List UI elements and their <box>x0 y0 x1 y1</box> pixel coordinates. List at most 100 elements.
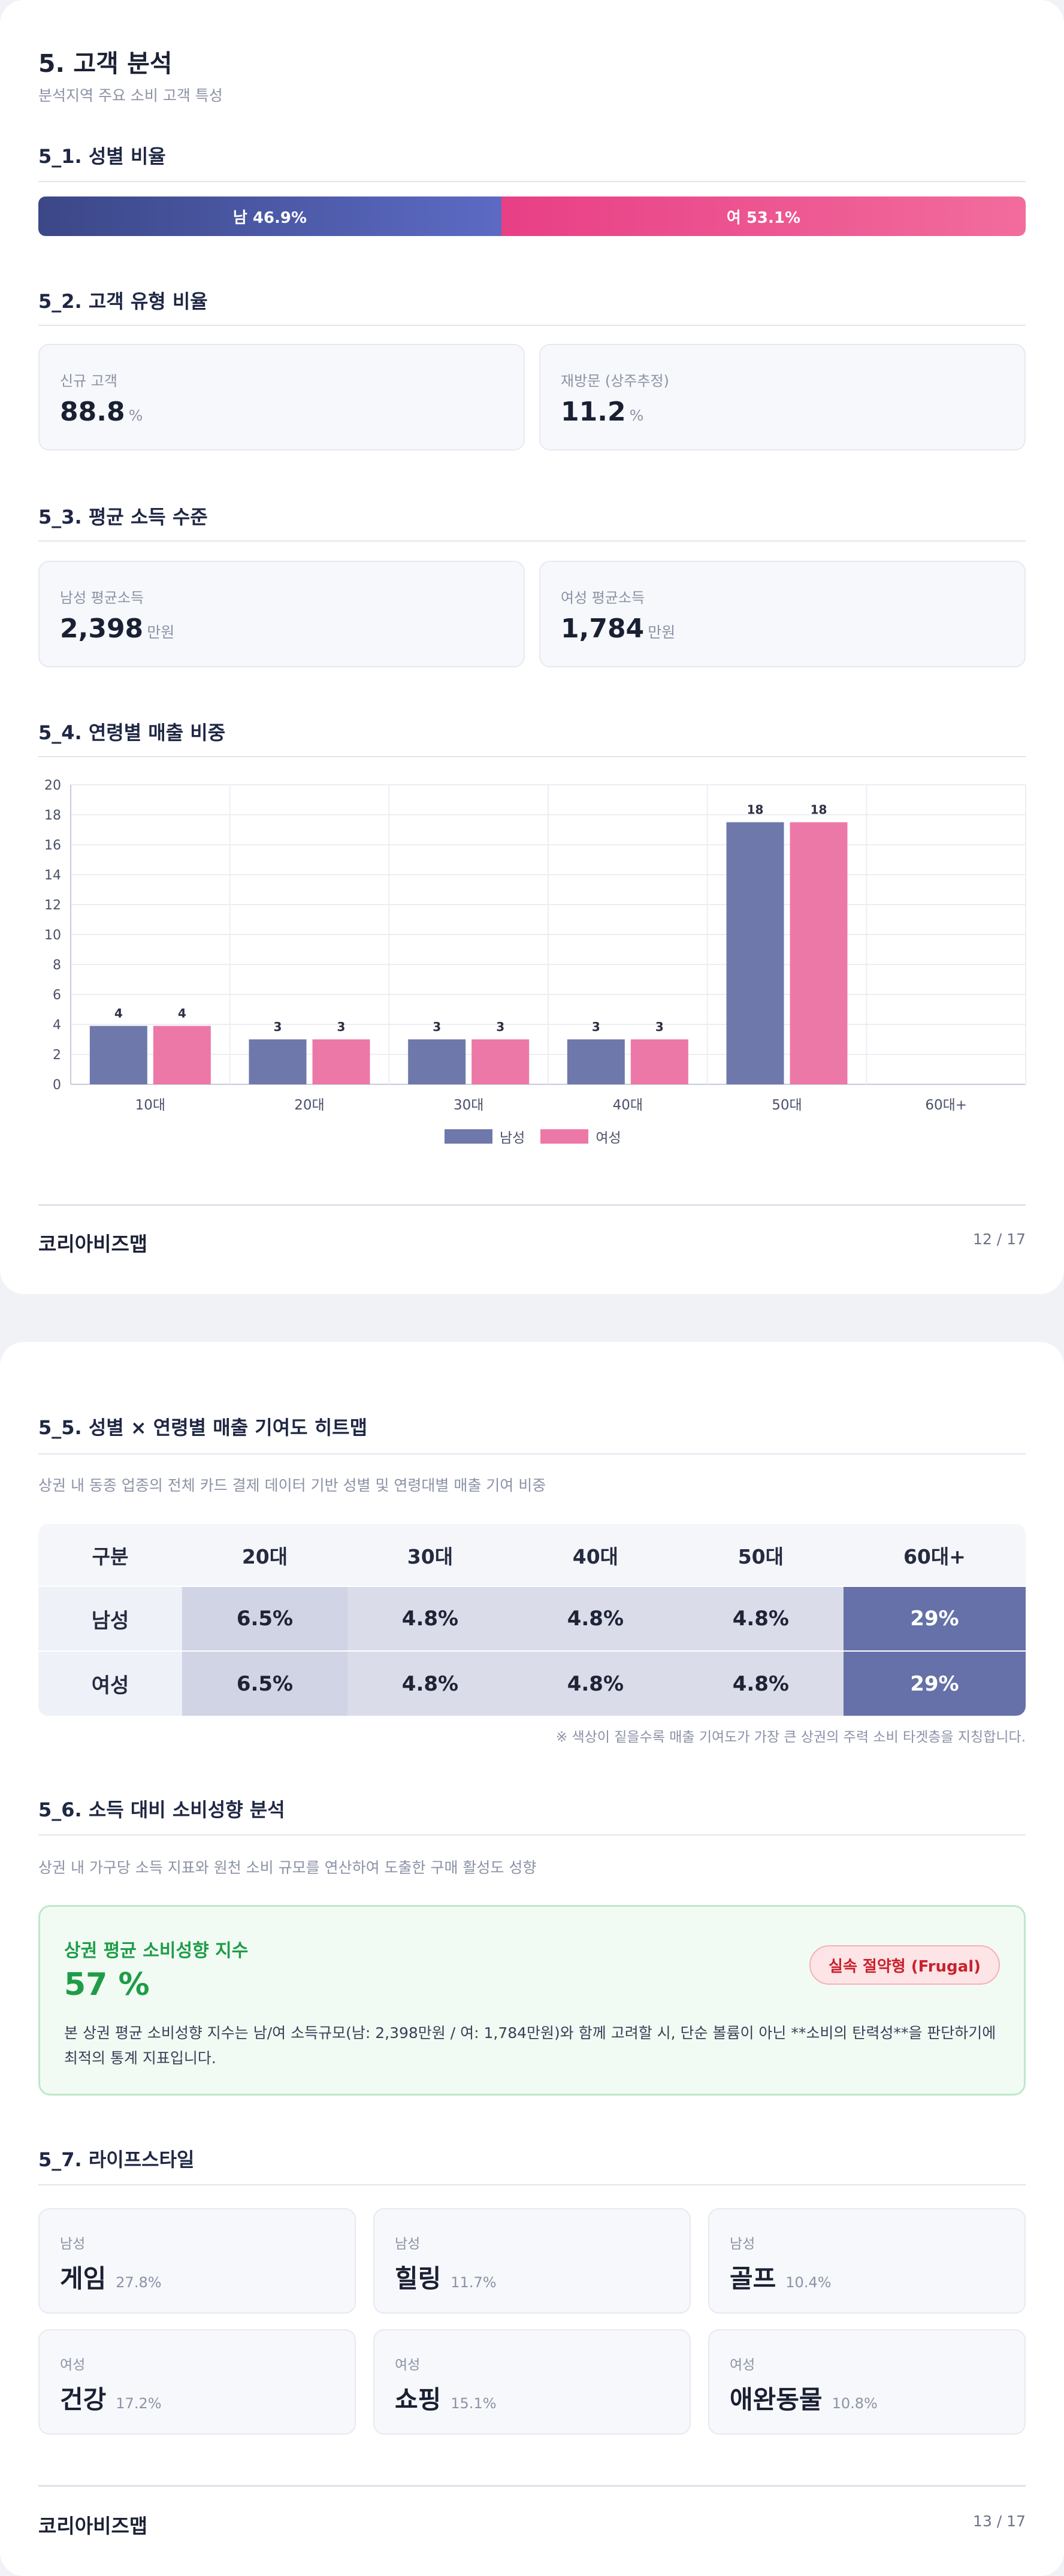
section-heading-heatmap: 5_5. 성별 × 연령별 매출 기여도 히트맵 <box>38 1416 368 1439</box>
x-tick-label: 10대 <box>135 1097 165 1113</box>
new-customer-card: 신규 고객 88.8% <box>38 344 525 451</box>
lifestyle-name: 게임 <box>60 2264 107 2293</box>
male-ratio-segment: 남 46.9% <box>38 196 501 236</box>
heatmap-cell: 4.8% <box>347 1586 513 1651</box>
page-subtitle: 분석지역 주요 소비 고객 특성 <box>38 87 223 104</box>
card-unit: % <box>629 407 644 424</box>
bar <box>249 1039 307 1084</box>
returning-customer-card: 재방문 (상주추정) 11.2% <box>539 344 1026 451</box>
y-tick-label: 2 <box>53 1048 61 1063</box>
card-value: 88.8 <box>60 397 125 427</box>
lifestyle-card: 남성 힐링 11.7% <box>373 2208 691 2314</box>
lifestyle-name: 골프 <box>730 2264 776 2293</box>
heatmap-cell: 6.5% <box>182 1650 347 1716</box>
gender-age-heatmap: 구분 20대 30대 40대 50대 60대+ 남성 6.5% 4.8% 4.8… <box>38 1524 1026 1716</box>
lifestyle-gender: 여성 <box>730 2357 755 2373</box>
card-unit: 만원 <box>147 624 175 641</box>
lifestyle-name: 쇼핑 <box>395 2385 442 2414</box>
y-tick-label: 16 <box>44 838 61 853</box>
bar <box>89 1026 147 1084</box>
section-description: 상권 내 동종 업종의 전체 카드 결제 데이터 기반 성별 및 연령대별 매출… <box>38 1477 546 1494</box>
card-unit: % <box>128 407 143 424</box>
female-ratio-segment: 여 53.1% <box>501 196 1026 236</box>
bar <box>153 1026 211 1084</box>
gender-ratio-bar: 남 46.9% 여 53.1% <box>38 196 1026 236</box>
bar <box>408 1039 466 1084</box>
section-heading-age-sales: 5_4. 연령별 매출 비중 <box>38 721 226 744</box>
bar <box>471 1039 530 1084</box>
report-page-13: 5_5. 성별 × 연령별 매출 기여도 히트맵 상권 내 동종 업종의 전체 … <box>0 1342 1064 2576</box>
legend-swatch <box>445 1129 492 1144</box>
data-label: 3 <box>496 1020 504 1034</box>
data-label: 3 <box>655 1020 664 1034</box>
card-label: 신규 고객 <box>60 373 117 389</box>
data-label: 3 <box>433 1020 441 1034</box>
lifestyle-gender: 남성 <box>60 2236 86 2252</box>
heatmap-cell: 29% <box>843 1586 1026 1651</box>
footer-brand: 코리아비즈맵 <box>38 1232 148 1256</box>
page-number: 13 / 17 <box>973 2512 1026 2530</box>
y-tick-label: 18 <box>44 808 61 823</box>
section-divider <box>38 756 1026 757</box>
card-unit: 만원 <box>648 624 676 641</box>
spending-type-badge: 실속 절약형 (Frugal) <box>809 1945 1000 1985</box>
lifestyle-card: 여성 건강 17.2% <box>38 2329 356 2435</box>
heatmap-header: 구분 <box>38 1524 182 1586</box>
card-label: 재방문 (상주추정) <box>561 373 669 389</box>
spending-index-panel: 상권 평균 소비성향 지수 57 % 실속 절약형 (Frugal) 본 상권 … <box>38 1905 1026 2096</box>
heatmap-row-female: 여성 6.5% 4.8% 4.8% 4.8% 29% <box>38 1650 1026 1716</box>
heatmap-row-label: 남성 <box>38 1586 182 1651</box>
lifestyle-percent: 17.2% <box>116 2395 162 2412</box>
data-label: 3 <box>337 1020 346 1034</box>
page-title: 5. 고객 분석 <box>38 49 173 78</box>
legend-item-male: 남성 <box>445 1126 525 1147</box>
spending-index-value: 57 % <box>64 1967 150 2003</box>
bar <box>790 822 848 1084</box>
heatmap-header: 30대 <box>347 1524 513 1586</box>
bar <box>630 1039 688 1084</box>
data-label: 4 <box>114 1006 123 1021</box>
lifestyle-card: 남성 게임 27.8% <box>38 2208 356 2314</box>
section-divider <box>38 181 1026 182</box>
spending-index-label: 상권 평균 소비성향 지수 <box>64 1940 249 1961</box>
footer-divider <box>38 2485 1026 2487</box>
heatmap-header-row: 구분 20대 30대 40대 50대 60대+ <box>38 1524 1026 1586</box>
heatmap-row-label: 여성 <box>38 1650 182 1716</box>
card-value: 1,784 <box>561 613 645 644</box>
footer-brand: 코리아비즈맵 <box>38 2514 148 2538</box>
heatmap-cell: 4.8% <box>512 1650 678 1716</box>
y-tick-label: 12 <box>44 898 61 913</box>
lifestyle-name: 애완동물 <box>730 2385 823 2414</box>
x-tick-label: 50대 <box>772 1097 802 1113</box>
bar <box>312 1039 370 1084</box>
lifestyle-gender: 여성 <box>60 2357 86 2373</box>
legend-label: 남성 <box>500 1130 525 1146</box>
lifestyle-card: 여성 쇼핑 15.1% <box>373 2329 691 2435</box>
male-income-card: 남성 평균소득 2,398 만원 <box>38 561 525 667</box>
section-divider <box>38 325 1026 326</box>
heatmap-header: 20대 <box>182 1524 347 1586</box>
section-divider <box>38 2184 1026 2185</box>
y-tick-label: 0 <box>53 1078 61 1093</box>
section-heading-lifestyle: 5_7. 라이프스타일 <box>38 2148 195 2171</box>
data-label: 18 <box>747 803 764 817</box>
x-tick-label: 60대+ <box>925 1097 967 1113</box>
spending-index-description: 본 상권 평균 소비성향 지수는 남/여 소득규모(남: 2,398만원 / 여… <box>64 2024 996 2067</box>
lifestyle-gender: 남성 <box>395 2236 421 2252</box>
section-heading-spending: 5_6. 소득 대비 소비성향 분석 <box>38 1798 285 1821</box>
heatmap-header: 50대 <box>678 1524 844 1586</box>
lifestyle-percent: 11.7% <box>451 2274 497 2291</box>
lifestyle-name: 힐링 <box>395 2264 442 2293</box>
heatmap-row-male: 남성 6.5% 4.8% 4.8% 4.8% 29% <box>38 1586 1026 1651</box>
y-tick-label: 6 <box>53 988 61 1003</box>
heatmap-cell: 29% <box>843 1650 1026 1716</box>
report-page-12: 5. 고객 분석 분석지역 주요 소비 고객 특성 5_1. 성별 비율 남 4… <box>0 0 1064 1294</box>
card-label: 남성 평균소득 <box>60 589 144 606</box>
section-divider <box>38 1453 1026 1455</box>
heatmap-header: 40대 <box>512 1524 678 1586</box>
page-number: 12 / 17 <box>973 1230 1026 1248</box>
heatmap-cell: 4.8% <box>678 1586 844 1651</box>
legend-item-female: 여성 <box>540 1126 621 1147</box>
lifestyle-percent: 27.8% <box>116 2274 162 2291</box>
x-tick-label: 40대 <box>613 1097 643 1113</box>
